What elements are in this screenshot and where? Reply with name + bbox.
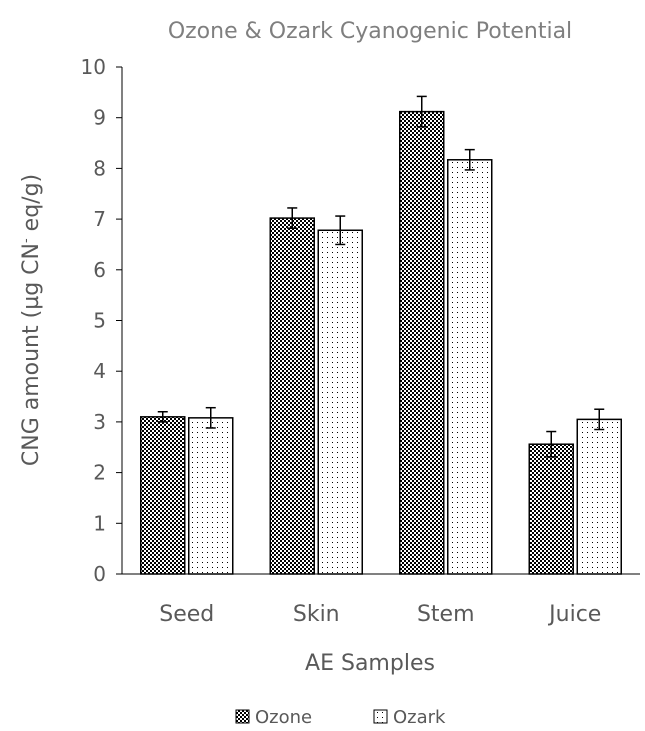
y-axis-title-superscript: - [19, 238, 34, 243]
legend-label-ozark: Ozark [393, 707, 446, 728]
bar-ozone-skin [269, 217, 315, 575]
y-tick-label: 7 [93, 207, 106, 231]
category-label-stem: Stem [417, 602, 475, 627]
category-label-skin: Skin [293, 602, 340, 627]
bar-ozark-stem [447, 159, 493, 575]
y-axis-title-main: CNG amount (µg CN [19, 243, 44, 466]
category-label-juice: Juice [547, 602, 601, 627]
bar-ozone-juice [528, 443, 574, 575]
y-tick-label: 3 [93, 410, 106, 434]
bar-ozone-stem [399, 110, 445, 575]
y-tick-label: 6 [93, 258, 106, 282]
y-tick-label: 10 [81, 55, 106, 79]
y-axis-title: CNG amount (µg CN- eq/g) [19, 174, 44, 466]
y-tick-label: 4 [93, 359, 106, 383]
category-label-seed: Seed [159, 602, 214, 627]
y-tick-label: 9 [93, 106, 106, 130]
error-bars [157, 95, 605, 458]
x-axis-title: AE Samples [305, 651, 435, 676]
legend-swatch-ozark [373, 709, 388, 724]
chart-title: Ozone & Ozark Cyanogenic Potential [168, 19, 572, 44]
legend-swatch-ozone [235, 709, 250, 724]
y-tick-label: 2 [93, 461, 106, 485]
legend-label-ozone: Ozone [255, 707, 312, 728]
bars [140, 110, 622, 575]
x-axis [121, 67, 640, 575]
y-tick-label: 5 [93, 309, 106, 333]
bar-ozark-skin [317, 229, 363, 575]
category-labels: Seed Skin Stem Juice [159, 602, 601, 627]
y-tick-label: 1 [93, 511, 106, 535]
bar-ozark-juice [576, 418, 622, 575]
y-tick-label: 0 [93, 562, 106, 586]
legend: Ozone Ozark [235, 707, 446, 728]
bar-ozark-seed [188, 417, 234, 575]
y-axis-ticks: 0 1 2 3 4 5 6 7 8 9 10 [81, 55, 122, 586]
y-tick-label: 8 [93, 156, 106, 180]
y-axis-title-tail: eq/g) [19, 174, 44, 238]
bar-ozone-seed [140, 416, 186, 575]
